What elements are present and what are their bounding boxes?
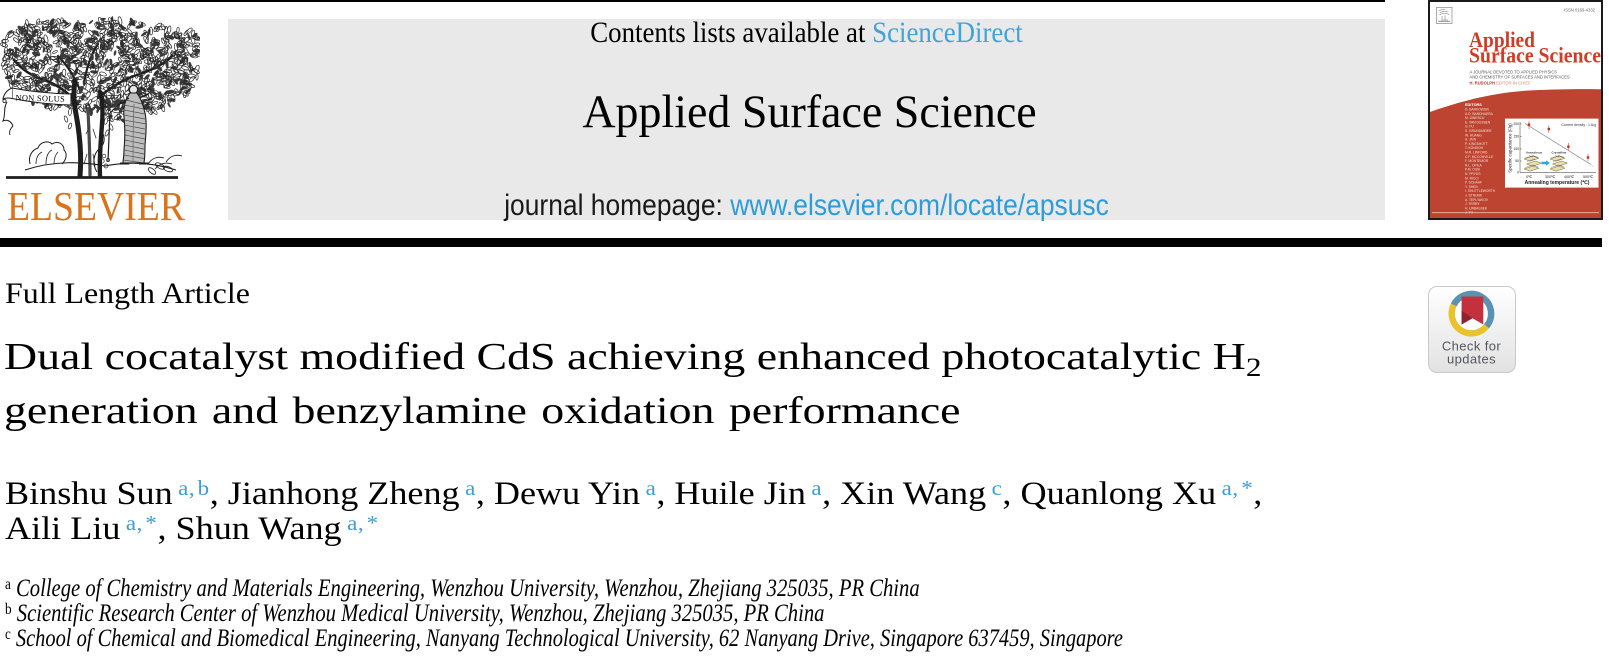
svg-text:50: 50 — [1515, 159, 1519, 163]
svg-text:400℃: 400℃ — [1564, 175, 1575, 179]
svg-text:P.M. OSSI: P.M. OSSI — [1465, 168, 1480, 172]
svg-text:Crystalline: Crystalline — [1552, 151, 1567, 155]
svg-text:0℃: 0℃ — [1526, 175, 1533, 179]
svg-text:G. FU: G. FU — [1465, 125, 1474, 129]
svg-text:W. HUANG: W. HUANG — [1465, 133, 1482, 137]
svg-text:H. URBASSEK: H. URBASSEK — [1465, 206, 1488, 210]
svg-text:P. SCHAAF: P. SCHAAF — [1465, 181, 1482, 185]
svg-text:300℃: 300℃ — [1545, 175, 1556, 179]
svg-text:Y. SHEN: Y. SHEN — [1465, 185, 1478, 189]
svg-text:M. DINESCU: M. DINESCU — [1465, 116, 1485, 120]
svg-text:Surface Science: Surface Science — [1469, 42, 1601, 67]
svg-text:Amorphous: Amorphous — [1526, 151, 1543, 155]
svg-text:Specific capacitance (F/g): Specific capacitance (F/g) — [1508, 123, 1513, 173]
svg-text:M.R. LINFORD: M.R. LINFORD — [1465, 151, 1488, 155]
svg-text:Applied: Applied — [1469, 27, 1535, 52]
svg-text:T. KONDOH: T. KONDOH — [1465, 146, 1484, 150]
svg-text:I. SHUTTLEWORTH: I. SHUTTLEWORTH — [1465, 189, 1496, 193]
svg-text:Current density : 1 A/g: Current density : 1 A/g — [1561, 123, 1596, 127]
svg-text:M. RICCI: M. RICCI — [1465, 176, 1479, 180]
svg-text:A. JAIN: A. JAIN — [1465, 138, 1477, 142]
svg-text:Check for: Check for — [1442, 339, 1502, 354]
svg-text:A. TEPLYAKOV: A. TEPLYAKOV — [1465, 198, 1489, 202]
svg-text:D. BARKOWSKI: D. BARKOWSKI — [1465, 108, 1489, 112]
svg-text:A JOURNAL DEVOTED TO APPLIED P: A JOURNAL DEVOTED TO APPLIED PHYSICS — [1470, 70, 1558, 75]
svg-text:E. VAN DUSSEN: E. VAN DUSSEN — [1465, 120, 1491, 124]
svg-text:100: 100 — [1513, 147, 1519, 151]
svg-text:updates: updates — [1447, 352, 1496, 367]
svg-text:AND CHEMISTRY OF SURFACES AND: AND CHEMISTRY OF SURFACES AND INTERFACES — [1470, 75, 1570, 80]
svg-text:R.L. OPILA: R.L. OPILA — [1465, 163, 1482, 167]
svg-text:C.F. MCCONVILLE: C.F. MCCONVILLE — [1465, 155, 1494, 159]
svg-text:500℃: 500℃ — [1583, 175, 1594, 179]
svg-text:H. RUDOLPH EDITOR-IN-CHIEF: H. RUDOLPH EDITOR-IN-CHIEF — [1470, 81, 1532, 86]
svg-text:EDITORS: EDITORS — [1465, 103, 1482, 107]
svg-text:Annealing temperature (℃): Annealing temperature (℃) — [1525, 179, 1590, 186]
svg-text:150: 150 — [1513, 135, 1519, 139]
svg-text:200: 200 — [1513, 122, 1519, 126]
svg-text:N. PRYDS: N. PRYDS — [1465, 172, 1481, 176]
svg-text:0: 0 — [1517, 171, 1519, 175]
svg-text:S. GRUNDMEIER: S. GRUNDMEIER — [1465, 129, 1492, 133]
svg-text:F. MONTEMOR: F. MONTEMOR — [1465, 159, 1489, 163]
svg-text:A.D. BANDHAERA: A.D. BANDHAERA — [1465, 112, 1494, 116]
svg-text:J. TERRY: J. TERRY — [1465, 202, 1480, 206]
svg-text:NON SOLUS: NON SOLUS — [15, 93, 65, 103]
svg-text:P. KINGSHOTT: P. KINGSHOTT — [1465, 142, 1488, 146]
svg-text:ISSN 0169-4332: ISSN 0169-4332 — [1564, 8, 1596, 13]
svg-text:J. STRUNK: J. STRUNK — [1465, 194, 1483, 198]
